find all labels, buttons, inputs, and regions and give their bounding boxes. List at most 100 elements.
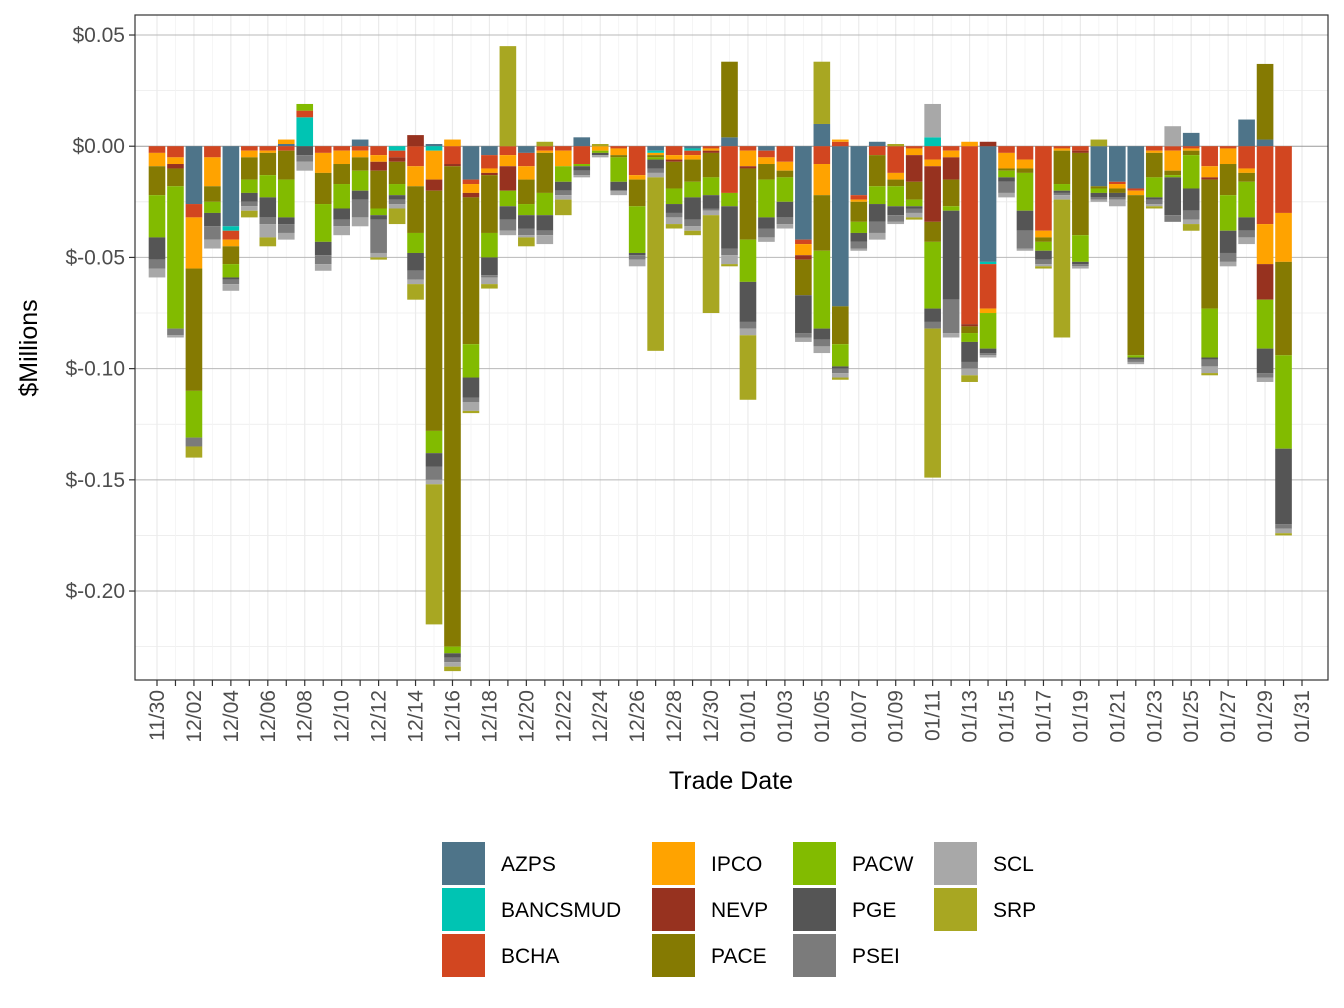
bar-segment [942,210,960,300]
bar-segment [905,212,923,218]
bar-segment [887,143,905,147]
bar-segment [924,328,941,478]
bar-segment [850,241,868,249]
bar-segment [148,237,166,260]
bar-segment [277,146,295,151]
bar-segment [905,155,923,182]
bar-segment [296,103,314,111]
bar-segment [407,270,424,280]
bar-segment [1016,146,1034,160]
bar-segment [462,146,480,180]
bar-segment [758,146,775,151]
bar-segment [887,179,905,187]
bar-segment [647,159,664,169]
bar-segment [591,143,609,147]
bar-segment [481,275,498,278]
bar-segment [185,204,203,218]
legend-label: SRP [993,899,1036,922]
bar-segment [1275,533,1292,536]
bar-segment [721,61,738,138]
bar-segment [942,150,960,158]
bar-segment [684,197,701,220]
bar-segment [702,150,720,153]
bar-segment [831,366,849,369]
bar-segment [1256,146,1274,225]
bar-segment [1256,348,1274,374]
bar-segment [167,335,184,338]
legend-item: PSEI [793,934,900,977]
bar-segment [1182,146,1200,149]
bar-segment [333,208,350,220]
bar-segment [1109,192,1126,198]
bar-segment [702,208,720,211]
bar-segment [1256,373,1274,378]
bar-segment [573,166,591,171]
legend-swatch [652,888,695,931]
y-tick-label: $-0.15 [65,469,125,492]
legend-label: BANCSMUD [501,899,621,922]
bar-segment [277,217,295,225]
bar-segment [388,195,406,200]
bar-segment [259,224,277,238]
bar-segment [924,308,941,322]
y-tick-label: $0.05 [72,24,125,47]
bar-segment [1109,146,1126,182]
bar-segment [1275,524,1292,529]
bar-segment [1109,181,1126,185]
bar-segment [591,152,609,156]
bar-segment [647,157,664,160]
bar-segment [425,484,443,625]
x-tick-label: 12/08 [294,690,317,743]
x-tick-label: 01/25 [1180,690,1203,743]
bar-segment [1219,252,1237,262]
bar-segment [222,264,240,278]
bar-segment [979,353,997,356]
bar-segment [1219,261,1237,267]
bar-segment [499,219,517,231]
bar-segment [610,146,628,149]
bar-segment [462,397,480,402]
legend-item: PACE [652,934,767,977]
bar-segment [554,181,572,191]
bar-segment [277,143,295,147]
bar-segment [241,150,258,158]
bar-segment [739,166,757,169]
bar-segment [924,321,941,329]
bar-segment [536,150,554,153]
bar-segment [1182,224,1200,231]
bar-segment [296,117,314,147]
bar-segment [739,239,757,282]
legend-item: PGE [793,888,896,931]
bar-segment [924,221,941,242]
bar-segment [222,284,240,291]
legend-swatch [793,842,836,885]
bar-segment [481,175,498,233]
bar-segment [887,215,905,222]
bar-segment [905,208,923,213]
legend-label: PACW [852,853,914,876]
bar-segment [518,179,535,205]
bar-segment [887,186,905,207]
legend-item: NEVP [652,888,768,931]
bar-segment [185,217,203,269]
bar-segment [1016,168,1034,173]
bar-segment [554,146,572,151]
bar-segment [1127,146,1145,189]
bar-segment [1164,175,1182,178]
legend-item: SCL [934,842,1034,885]
bar-segment [370,155,387,162]
bar-segment [1053,195,1071,200]
bar-segment [758,164,775,180]
bar-segment [702,146,720,149]
bar-segment [388,146,406,151]
bar-segment [314,255,332,265]
x-tick-label: 12/30 [700,690,723,743]
x-tick-label: 01/13 [959,690,982,743]
bar-segment [148,259,166,269]
bar-segment [665,217,683,225]
bar-segment [1072,146,1089,151]
y-tick-label: $-0.05 [65,246,125,269]
y-tick-label: $-0.20 [65,580,125,603]
bar-segment [684,226,701,231]
bar-segment [499,146,517,156]
